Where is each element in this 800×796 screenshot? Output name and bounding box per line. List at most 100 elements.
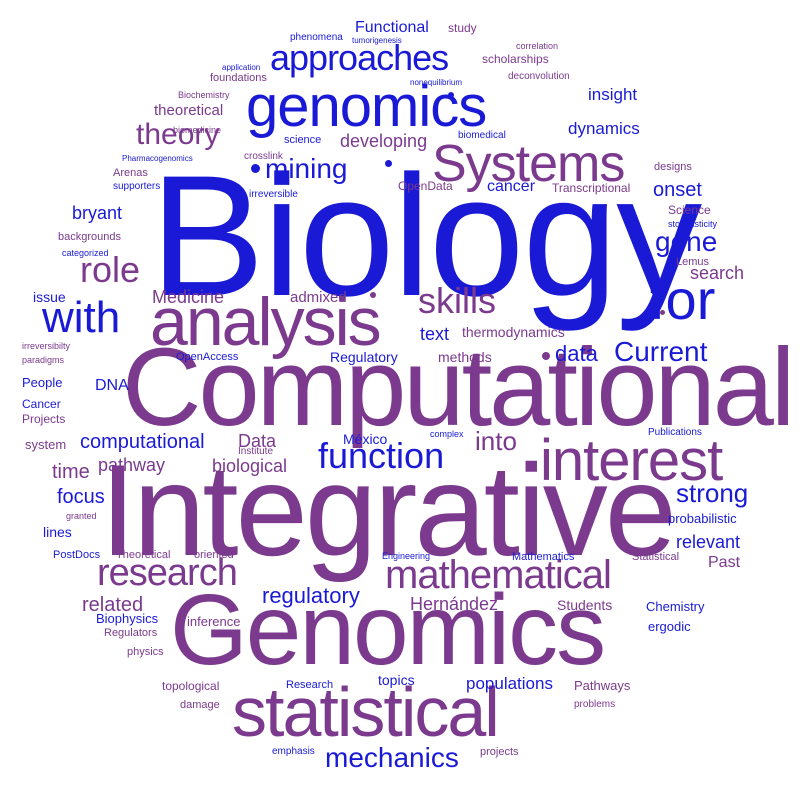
- word-nonequilibrium: nonequilibrium: [410, 78, 463, 87]
- word-cancer-cap: Cancer: [22, 397, 61, 411]
- word-backgrounds: backgrounds: [58, 231, 121, 243]
- word-genomics-large: Genomics: [170, 574, 606, 686]
- word-postdocs: PostDocs: [53, 549, 101, 561]
- word-deconvolution: deconvolution: [508, 71, 570, 82]
- decorative-dot: [660, 310, 665, 315]
- word-transcriptional: Transcriptional: [552, 181, 631, 195]
- word-insight: insight: [588, 85, 638, 104]
- word-data: data: [555, 341, 598, 366]
- word-oriented: oriented: [194, 549, 234, 561]
- word-skills: skills: [418, 280, 496, 321]
- word-text: text: [420, 324, 450, 344]
- word-problems: problems: [574, 699, 616, 710]
- word-computational: Computational: [122, 326, 795, 449]
- word-search: search: [690, 263, 745, 283]
- decorative-dot: [542, 352, 550, 360]
- word-role: role: [80, 249, 141, 290]
- word-stochasticity: stochasticity: [668, 219, 718, 229]
- word-time: time: [52, 461, 90, 483]
- word-strong: strong: [676, 478, 749, 508]
- word-admixed: admixed: [290, 289, 347, 306]
- word-regulators: Regulators: [104, 627, 158, 639]
- word-biochemistry: Biochemistry: [178, 90, 230, 100]
- word-publications: Publications: [648, 427, 702, 438]
- word-computational-small: computational: [80, 431, 205, 453]
- word-correlation: correlation: [516, 41, 559, 51]
- word-engineering: Engineering: [382, 551, 431, 561]
- word-pathways: Pathways: [574, 678, 631, 693]
- word-scholarships: scholarships: [482, 52, 549, 66]
- word-statistical: statistical: [232, 673, 500, 751]
- word-approaches: approaches: [270, 37, 449, 78]
- decorative-dot: [251, 164, 260, 173]
- word-with: with: [42, 293, 121, 342]
- word-supporters: supporters: [113, 181, 161, 192]
- word-regulatory: regulatory: [262, 583, 360, 608]
- word-science-cap: Science: [668, 203, 711, 217]
- word-pathway: pathway: [98, 455, 166, 475]
- word-institute: Institute: [238, 446, 274, 457]
- word-methods: methods: [438, 349, 492, 365]
- word-chemistry: Chemistry: [646, 599, 705, 614]
- word-openaccess: OpenAccess: [176, 351, 239, 363]
- word-ergodic: ergodic: [648, 619, 691, 634]
- word-past: Past: [708, 554, 741, 571]
- word-bryant: bryant: [72, 203, 123, 223]
- word-arenas: Arenas: [113, 167, 148, 179]
- word-irreversible: irreversible: [249, 189, 298, 200]
- decorative-dot: [385, 160, 392, 167]
- word-opendata: OpenData: [398, 179, 453, 193]
- word-cancer: cancer: [487, 178, 536, 195]
- word-mining: mining: [265, 153, 348, 184]
- word-theoretical-cap: Theoretical: [116, 549, 171, 561]
- word-pharmacogenomics: Pharmacogenomics: [122, 154, 193, 163]
- word-research: research: [97, 552, 238, 594]
- word-physics: physics: [127, 646, 164, 658]
- word-topological: topological: [162, 679, 220, 693]
- word-developing: developing: [340, 131, 428, 151]
- word-interest: interest: [540, 428, 723, 493]
- word-biomedicine: biomedicine: [173, 125, 222, 135]
- decorative-dot: [370, 292, 376, 298]
- word-students: Students: [557, 597, 613, 613]
- word-theoretical: theoretical: [154, 102, 224, 119]
- word-biological: biological: [212, 456, 288, 476]
- word-populations: populations: [466, 674, 553, 693]
- word-statistical-small: Statistical: [632, 551, 680, 563]
- word-thermodynamics: thermodynamics: [462, 324, 565, 340]
- word-mechanics: mechanics: [325, 742, 459, 773]
- word-lines: lines: [43, 524, 72, 540]
- word-focus: focus: [57, 486, 105, 508]
- word-onset: onset: [653, 179, 702, 201]
- word-medicine: Medicine: [152, 287, 225, 307]
- word-damage: damage: [180, 699, 220, 711]
- word-theory: theory: [136, 118, 220, 151]
- word-mathematical: mathematical: [385, 553, 612, 597]
- word-science: science: [284, 134, 322, 146]
- word-relevant: relevant: [676, 532, 741, 552]
- word-projects-lc: projects: [480, 746, 519, 758]
- word-analysis: analysis: [150, 284, 382, 360]
- word-for: for: [650, 268, 716, 331]
- word-current: Current: [614, 336, 708, 367]
- word-function: function: [318, 435, 445, 476]
- word-regulatory-cap: Regulatory: [330, 349, 398, 365]
- word-dynamics: dynamics: [568, 119, 640, 138]
- word-biomedical: biomedical: [458, 130, 506, 141]
- word-dna: DNA: [95, 377, 129, 394]
- word-foundations: foundations: [210, 72, 267, 84]
- word-projects: Projects: [22, 412, 66, 426]
- word-genomics-top: genomics: [246, 74, 487, 139]
- word-application: application: [222, 63, 261, 72]
- word-categorized: categorized: [62, 248, 109, 258]
- word-mathematics: Mathematics: [512, 551, 575, 563]
- word-designs: designs: [654, 161, 692, 173]
- word-people: People: [22, 375, 63, 390]
- word-phenomena: phenomena: [290, 32, 343, 43]
- word-related: related: [82, 594, 144, 616]
- word-granted: granted: [66, 511, 97, 521]
- word-issue: issue: [33, 289, 66, 305]
- word-study: study: [448, 21, 477, 35]
- word-crosslink: crosslink: [244, 151, 283, 162]
